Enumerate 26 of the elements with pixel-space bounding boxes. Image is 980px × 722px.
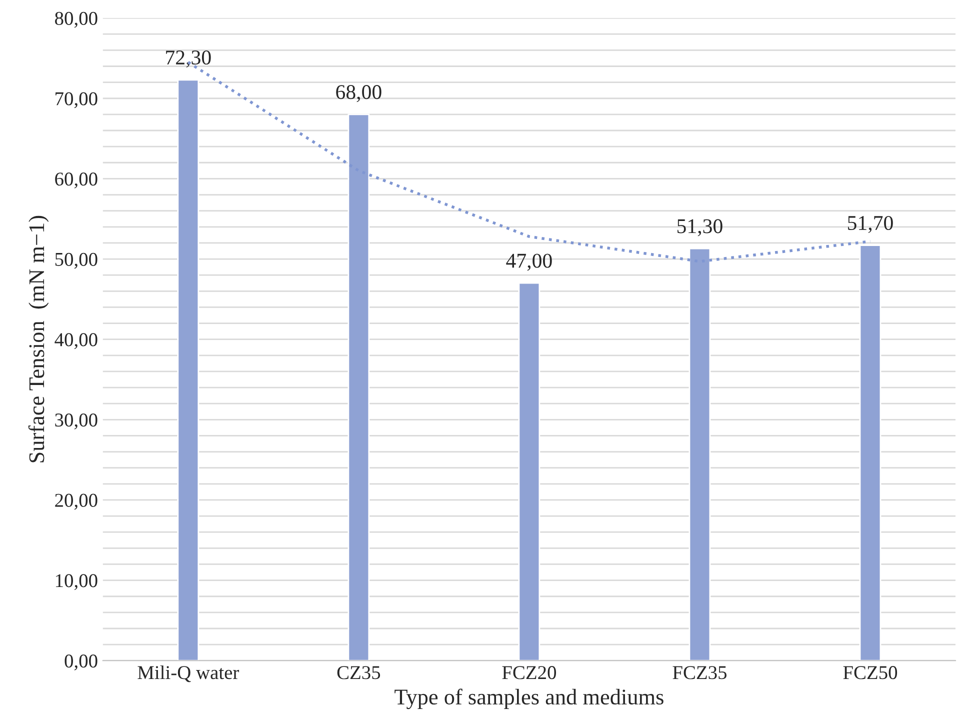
y-tick-label: 0,00 bbox=[64, 654, 98, 670]
bar bbox=[177, 79, 200, 661]
data-label: 47,00 bbox=[506, 254, 552, 271]
data-label: 68,00 bbox=[336, 85, 382, 102]
data-label: 51,30 bbox=[677, 219, 722, 236]
x-tick-label: CZ35 bbox=[337, 666, 380, 680]
bar bbox=[348, 114, 370, 661]
y-tick-label: 30,00 bbox=[55, 413, 98, 430]
data-label: 72,30 bbox=[166, 50, 211, 68]
x-tick-label: FCZ35 bbox=[672, 666, 727, 680]
y-tick-label: 50,00 bbox=[55, 252, 98, 269]
y-tick-label: 80,00 bbox=[55, 12, 98, 28]
x-axis-title: Type of samples and mediums bbox=[394, 688, 664, 710]
data-label: 51,70 bbox=[848, 216, 893, 234]
y-tick-label: 40,00 bbox=[54, 333, 98, 350]
y-tick-label: 60,00 bbox=[55, 172, 98, 188]
bar bbox=[688, 248, 711, 661]
x-tick-label: Mili-Q water bbox=[138, 665, 240, 682]
y-tick-label: 70,00 bbox=[56, 92, 98, 108]
y-tick-label: 10,00 bbox=[56, 574, 98, 590]
y-axis-title: Surface Tension (mN m−1) bbox=[28, 216, 49, 462]
bar bbox=[859, 244, 882, 661]
bar bbox=[518, 282, 540, 661]
x-tick-label: FCZ20 bbox=[502, 666, 556, 680]
x-tick-label: FCZ50 bbox=[843, 666, 898, 680]
y-tick-label: 20,00 bbox=[55, 494, 98, 510]
